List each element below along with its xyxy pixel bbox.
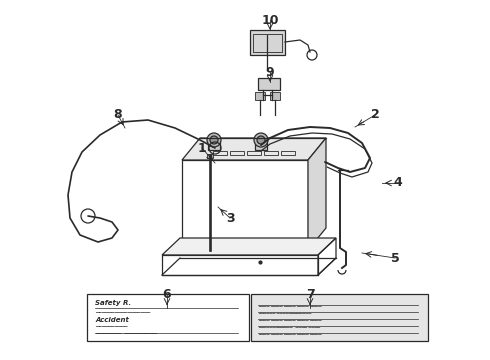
Text: 8: 8 bbox=[114, 108, 122, 122]
Text: ──── ──── ──── ──── ────: ──── ──── ──── ──── ──── bbox=[258, 332, 321, 337]
Text: ─────────────────: ───────────────── bbox=[95, 311, 150, 316]
Text: ──── ──── ──── ──── ────: ──── ──── ──── ──── ──── bbox=[258, 304, 321, 309]
Bar bbox=[247, 151, 261, 155]
Text: 5: 5 bbox=[391, 252, 399, 265]
Text: 3: 3 bbox=[226, 211, 234, 225]
Circle shape bbox=[257, 136, 265, 144]
Circle shape bbox=[254, 133, 268, 147]
Text: 4: 4 bbox=[393, 176, 402, 189]
Text: 6: 6 bbox=[163, 288, 172, 302]
Text: 10: 10 bbox=[261, 13, 279, 27]
Text: ──── ──── ──── ──── ────: ──── ──── ──── ──── ──── bbox=[258, 318, 321, 323]
Bar bbox=[230, 151, 244, 155]
Bar bbox=[264, 151, 278, 155]
Bar bbox=[207, 154, 213, 158]
Text: ────────  ──────────: ──────── ────────── bbox=[95, 332, 157, 337]
Text: Safety R.: Safety R. bbox=[95, 300, 131, 306]
Text: Accident: Accident bbox=[95, 317, 129, 323]
Circle shape bbox=[207, 133, 221, 147]
Bar bbox=[270, 92, 280, 100]
Text: 7: 7 bbox=[306, 288, 315, 302]
FancyBboxPatch shape bbox=[87, 294, 249, 341]
Bar bbox=[255, 92, 265, 100]
Polygon shape bbox=[182, 138, 326, 160]
Text: 2: 2 bbox=[370, 108, 379, 122]
Text: ────────────  ──── ────: ──────────── ──── ──── bbox=[258, 325, 320, 330]
Polygon shape bbox=[162, 238, 336, 255]
Bar bbox=[250, 30, 285, 55]
Bar bbox=[281, 151, 295, 155]
Polygon shape bbox=[308, 138, 326, 250]
Bar bbox=[208, 142, 220, 150]
Text: ──────────: ────────── bbox=[95, 325, 127, 330]
Bar bbox=[253, 34, 282, 52]
Text: 1: 1 bbox=[197, 141, 206, 154]
Circle shape bbox=[210, 136, 218, 144]
Bar bbox=[258, 78, 280, 90]
Bar bbox=[213, 151, 227, 155]
Text: ────── ────────────: ────── ──────────── bbox=[258, 311, 311, 316]
Text: 9: 9 bbox=[266, 66, 274, 78]
FancyBboxPatch shape bbox=[251, 294, 428, 341]
Bar bbox=[255, 142, 267, 150]
